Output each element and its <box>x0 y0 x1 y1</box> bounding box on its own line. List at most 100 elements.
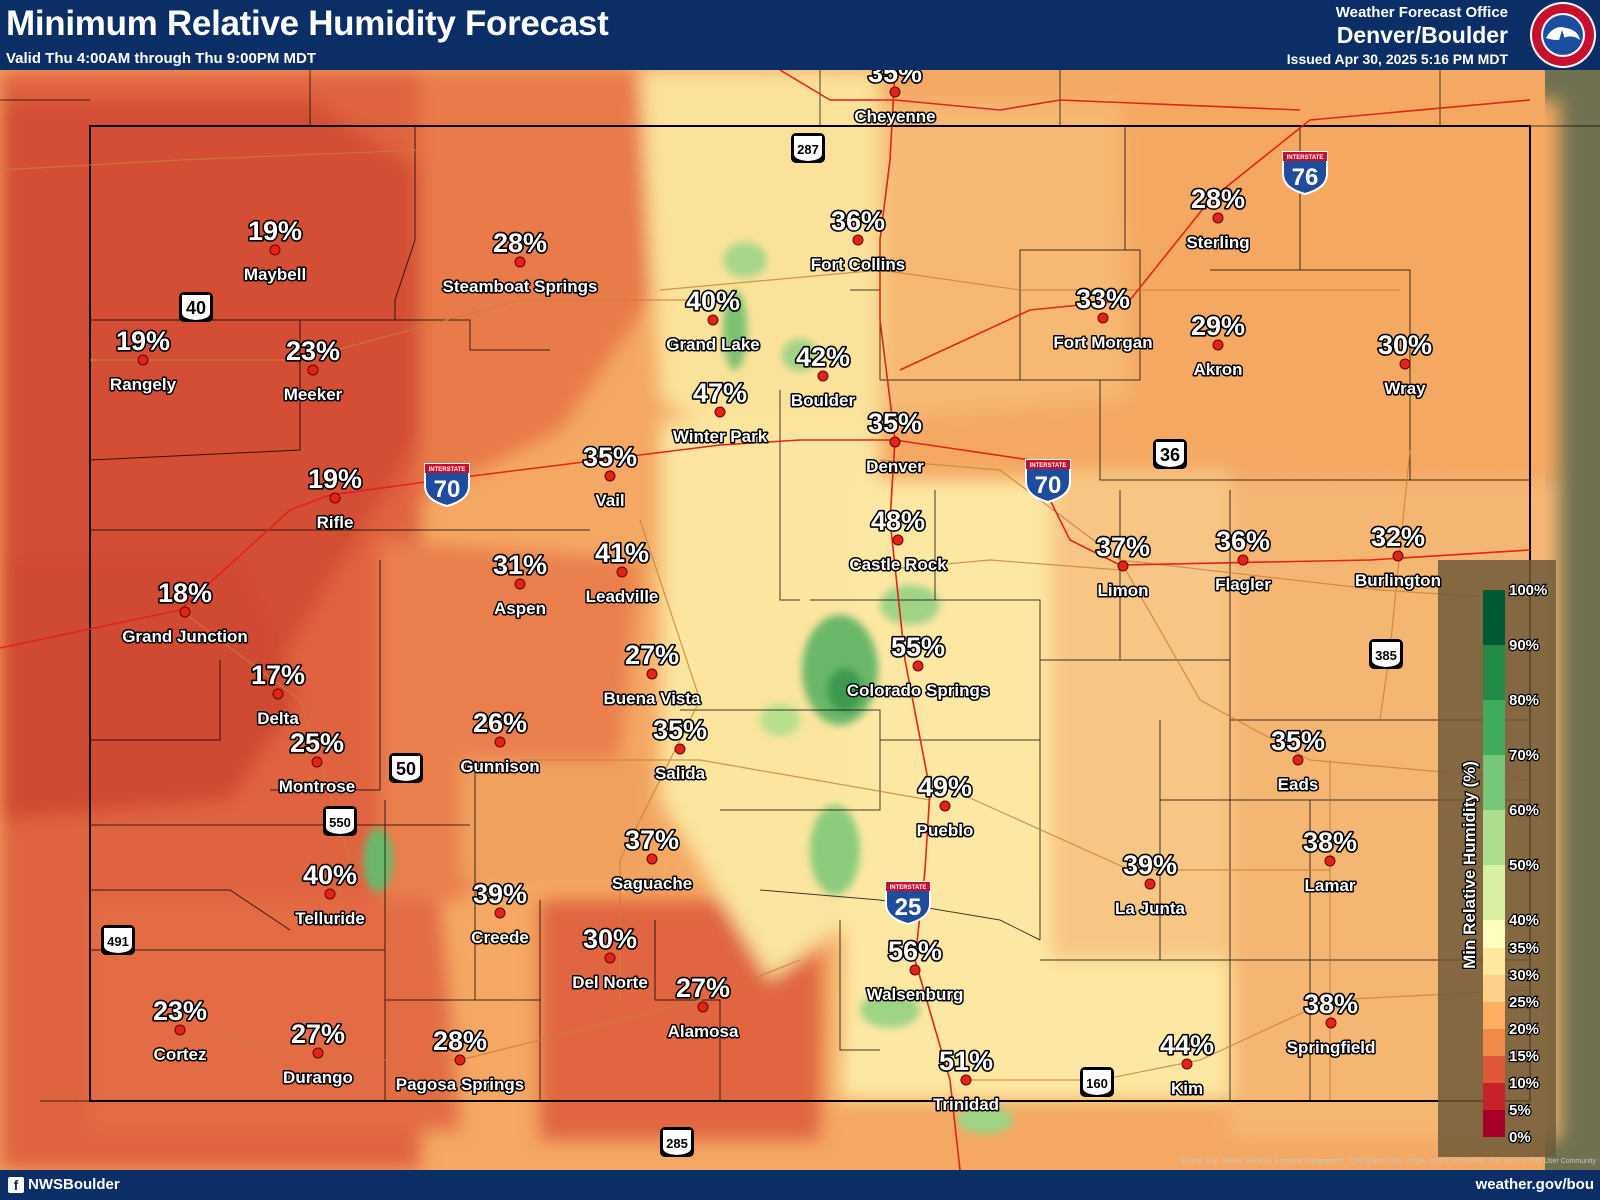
city-marker <box>1325 1017 1337 1029</box>
social-handle[interactable]: NWSBoulder <box>28 1176 120 1193</box>
city-name: Vail <box>595 491 624 510</box>
city-name: Fort Morgan <box>1053 333 1152 352</box>
city-winter-park: 47% Winter Park <box>671 376 769 447</box>
legend-tick: 60% <box>1509 802 1539 819</box>
city-marker <box>324 888 336 900</box>
legend-swatch <box>1483 700 1505 755</box>
city-marker <box>1399 358 1411 370</box>
city-name: Rifle <box>317 513 354 532</box>
city-marker <box>697 1001 709 1013</box>
legend-swatch <box>1483 948 1505 975</box>
us-route-number: 40 <box>186 298 206 318</box>
city-marker <box>494 907 506 919</box>
city-name: Wray <box>1384 379 1426 398</box>
city-marker <box>909 964 921 976</box>
city-marker <box>646 668 658 680</box>
city-marker <box>179 606 191 618</box>
interstate-label: INTERSTATE <box>429 467 466 473</box>
rh-value: 23% <box>286 336 340 366</box>
city-marker <box>1212 212 1224 224</box>
city-name: Grand Lake <box>666 335 760 354</box>
page-title: Minimum Relative Humidity Forecast <box>6 4 609 43</box>
city-name: Pagosa Springs <box>396 1075 524 1094</box>
highway-shields: INTERSTATE76INTERSTATE70INTERSTATE70INTE… <box>101 133 1403 1157</box>
city-marker <box>514 256 526 268</box>
city-marker <box>1292 754 1304 766</box>
city-marker <box>1212 339 1224 351</box>
city-marker <box>1181 1058 1193 1070</box>
city-name: Winter Park <box>673 427 768 446</box>
legend-swatch <box>1483 1083 1505 1110</box>
city-trinidad: 51% Trinidad <box>931 1044 1000 1115</box>
us-route-36-shield: 36 <box>1153 439 1187 469</box>
city-saguache: 37% Saguache <box>610 823 693 894</box>
rh-value: 48% <box>871 506 925 536</box>
interstate-number: 70 <box>434 476 461 503</box>
rh-value: 30% <box>1378 330 1432 360</box>
city-la-junta: 39% La Junta <box>1114 848 1187 919</box>
us-route-160-shield: 160 <box>1080 1067 1114 1097</box>
city-name: Maybell <box>244 265 306 284</box>
city-meeker: 23% Meeker <box>282 334 344 405</box>
city-marker <box>646 853 658 865</box>
city-name: La Junta <box>1115 899 1185 918</box>
city-name: Sterling <box>1186 233 1249 252</box>
interstate-76-shield: INTERSTATE 76 <box>1282 151 1328 196</box>
rh-value: 36% <box>831 206 885 236</box>
city-marker <box>674 743 686 755</box>
city-name: Montrose <box>279 777 356 796</box>
rh-value: 30% <box>583 924 637 954</box>
city-limon: 37% Limon <box>1094 530 1151 601</box>
humidity-field <box>0 70 1560 1170</box>
rh-value: 44% <box>1160 1030 1214 1060</box>
city-name: Salida <box>655 764 706 783</box>
city-wray: 30% Wray <box>1376 328 1433 399</box>
city-name: Denver <box>866 457 924 476</box>
city-buena-vista: 27% Buena Vista <box>602 638 703 709</box>
us-route-385-shield: 385 <box>1369 639 1403 669</box>
us-route-number: 385 <box>1375 648 1397 663</box>
map-attribution: Source: Esri, Maxar, GeoEye, Earthstar G… <box>1180 1158 1596 1165</box>
rh-value: 40% <box>303 860 357 890</box>
city-name: Meeker <box>284 385 343 404</box>
legend-swatch <box>1483 865 1505 920</box>
rh-value: 32% <box>1371 522 1425 552</box>
website-link[interactable]: weather.gov/bou <box>1475 1176 1594 1193</box>
city-walsenburg: 56% Walsenburg <box>865 934 965 1005</box>
city-marker <box>312 1047 324 1059</box>
city-marker <box>616 566 628 578</box>
legend-tick: 90% <box>1509 637 1539 654</box>
legend: 100% 90% 80% 70% 60% 50% 40% 35% 30% 25% 20% 15% 10%… <box>1438 560 1556 1157</box>
city-flagler: 36% Flagler <box>1214 524 1273 595</box>
facebook-icon[interactable]: f <box>8 1177 24 1193</box>
rh-value: 23% <box>153 996 207 1026</box>
legend-swatch <box>1483 920 1505 948</box>
city-name: Gunnison <box>460 757 539 776</box>
city-montrose: 25% Montrose <box>277 726 357 797</box>
city-marker <box>454 1054 466 1066</box>
city-name: Fort Collins <box>811 255 905 274</box>
valid-period: Valid Thu 4:00AM through Thu 9:00PM MDT <box>6 50 317 67</box>
city-aspen: 31% Aspen <box>491 548 548 619</box>
legend-tick: 15% <box>1509 1048 1539 1065</box>
us-route-number: 160 <box>1086 1076 1108 1091</box>
us-route-number: 285 <box>666 1136 688 1151</box>
city-pagosa-springs: 28% Pagosa Springs <box>394 1024 525 1095</box>
nws-logo-icon <box>1530 2 1596 68</box>
us-route-491-shield: 491 <box>101 925 135 955</box>
city-marker <box>817 370 829 382</box>
rh-value: 28% <box>433 1026 487 1056</box>
interstate-number: 25 <box>895 894 922 921</box>
legend-swatch <box>1483 645 1505 700</box>
rh-value: 33% <box>1076 284 1130 314</box>
city-name: Trinidad <box>933 1095 999 1114</box>
city-name: Telluride <box>295 909 365 928</box>
city-name: Lamar <box>1304 876 1355 895</box>
header-bar: Minimum Relative Humidity Forecast Valid… <box>0 0 1600 70</box>
city-marker <box>889 436 901 448</box>
city-castle-rock: 48% Castle Rock <box>848 504 949 575</box>
footer-bar: f NWSBoulder weather.gov/bou <box>0 1170 1600 1200</box>
rh-value: 40% <box>686 286 740 316</box>
city-telluride: 40% Telluride <box>294 858 367 929</box>
city-name: Alamosa <box>668 1022 739 1041</box>
